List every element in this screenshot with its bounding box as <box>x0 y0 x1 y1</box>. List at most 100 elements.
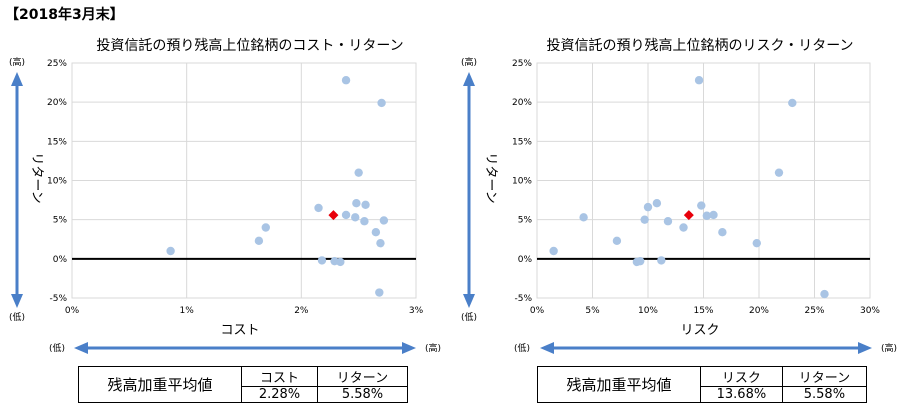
y-axis-arrow-bottom-head <box>463 294 475 308</box>
x-axis-arrow-left-head <box>540 342 554 354</box>
x-tick-label: 1% <box>180 306 195 316</box>
y-tick-label: 5% <box>53 216 68 226</box>
y-tick-label: 20% <box>512 98 532 108</box>
summary-value-return: 5.58% <box>781 386 868 403</box>
x-axis-label: コスト <box>220 323 259 338</box>
data-point <box>375 288 384 297</box>
x-tick-label: 15% <box>693 306 713 316</box>
summary-value-return: 5.58% <box>316 386 409 403</box>
weighted-average-point <box>328 210 339 221</box>
tick-labels: 25% 20% 15% 10% 5% 0% -5% 0% 5% 10% 15% 20% 25% 30% <box>512 59 880 316</box>
data-point <box>718 228 727 237</box>
data-point <box>341 76 351 85</box>
y-tick-label: -5% <box>514 294 532 304</box>
risk-return-chart: 投資信託の預り残高上位銘柄のリスク・リターン 25% 20% 15% 10% 5% 0% -… <box>461 37 897 354</box>
y-tick-label: 15% <box>512 137 532 147</box>
data-point <box>788 98 797 108</box>
data-point <box>351 213 360 222</box>
data-point <box>376 238 385 248</box>
y-arrow-high-label: (高) <box>461 56 477 68</box>
data-point <box>377 98 386 108</box>
data-point <box>657 256 666 265</box>
x-axis-label: リスク <box>680 323 719 338</box>
x-tick-label: 2% <box>294 306 309 316</box>
data-point <box>579 213 588 222</box>
data-point <box>702 211 712 220</box>
summary-value-risk: 13.68% <box>700 386 783 403</box>
data-point <box>361 200 370 209</box>
summary-header-return: リターン <box>781 366 868 387</box>
x-tick-label: 5% <box>585 306 600 316</box>
data-point <box>341 210 351 220</box>
x-tick-label: 30% <box>860 306 880 316</box>
x-axis-arrow-right-head <box>858 342 872 354</box>
y-tick-label: 10% <box>47 177 67 187</box>
data-point <box>612 236 622 246</box>
data-point <box>640 215 649 224</box>
data-point <box>379 216 389 225</box>
y-tick-label: 0% <box>53 255 68 265</box>
data-point <box>820 289 829 299</box>
summary-header-return: リターン <box>316 366 409 387</box>
weighted-average-label: 残高加重平均値 <box>537 366 701 403</box>
y-tick-label: 25% <box>512 59 532 69</box>
summary-header-cost: コスト <box>241 366 318 387</box>
x-tick-label: 3% <box>409 306 424 316</box>
y-arrow-low-label: (低) <box>461 311 477 323</box>
data-point <box>549 246 558 256</box>
x-arrow-low-label: (低) <box>514 342 530 354</box>
chart-title: 投資信託の預り残高上位銘柄のコスト・リターン <box>96 37 403 54</box>
x-tick-label: 25% <box>804 306 824 316</box>
summary-value-cost: 2.28% <box>241 386 318 403</box>
grid <box>536 62 871 299</box>
cost-return-panel: 投資信託の預り残高上位銘柄のコスト・リターン 25% 20% 15% 10% 5% 0% -… <box>0 0 452 411</box>
x-tick-label: 0% <box>65 306 80 316</box>
data-point <box>352 199 361 208</box>
chart-title: 投資信託の預り残高上位銘柄のリスク・リターン <box>546 37 853 54</box>
y-axis-arrow-bottom-head <box>11 294 23 308</box>
y-arrow-low-label: (低) <box>9 311 25 323</box>
x-tick-label: 10% <box>638 306 658 316</box>
y-tick-label: 5% <box>518 216 533 226</box>
data-point <box>314 203 323 213</box>
data-point <box>709 210 718 220</box>
data-point <box>643 202 653 212</box>
y-tick-label: 20% <box>47 98 67 108</box>
tick-labels: 25% 20% 15% 10% 5% 0% -5% 0% 1% 2% 3% <box>47 59 424 316</box>
data-point <box>636 256 645 266</box>
x-tick-label: 20% <box>749 306 769 316</box>
data-point <box>336 257 345 267</box>
summary-header-risk: リスク <box>700 366 783 387</box>
x-axis-arrow-left-head <box>74 342 88 354</box>
y-tick-label: 15% <box>47 137 67 147</box>
data-point <box>166 246 175 256</box>
report-date-header: 【2018年3月末】 <box>5 7 124 23</box>
y-tick-label: -5% <box>49 294 67 304</box>
data-points <box>549 76 829 299</box>
y-tick-label: 25% <box>47 59 67 69</box>
x-arrow-high-label: (高) <box>881 342 897 354</box>
data-point <box>694 76 704 85</box>
data-point <box>752 238 761 248</box>
y-axis-arrow-top-head <box>463 72 475 86</box>
y-arrow-high-label: (高) <box>9 56 25 68</box>
data-point <box>354 168 363 177</box>
x-axis-arrow-right-head <box>402 342 416 354</box>
data-point <box>652 199 662 208</box>
weighted-average-label: 残高加重平均値 <box>78 366 242 403</box>
cost-return-chart: 投資信託の預り残高上位銘柄のコスト・リターン 25% 20% 15% 10% 5% 0% -… <box>9 37 441 354</box>
risk-return-panel: 投資信託の預り残高上位銘柄のリスク・リターン 25% 20% 15% 10% 5% 0% -… <box>452 0 905 411</box>
data-point <box>360 217 369 226</box>
weighted-average-point <box>683 210 694 221</box>
x-tick-label: 0% <box>530 306 545 316</box>
data-points <box>166 76 389 297</box>
data-point <box>663 217 673 226</box>
x-arrow-low-label: (低) <box>49 342 65 354</box>
data-point <box>679 223 688 232</box>
data-point <box>774 168 784 177</box>
data-point <box>317 256 327 265</box>
y-axis-label: リターン <box>483 152 498 203</box>
weighted-average-table: 残高加重平均値 リスク リターン 13.68% 5.58% <box>537 366 868 403</box>
data-point <box>254 236 264 246</box>
x-arrow-high-label: (高) <box>425 342 441 354</box>
